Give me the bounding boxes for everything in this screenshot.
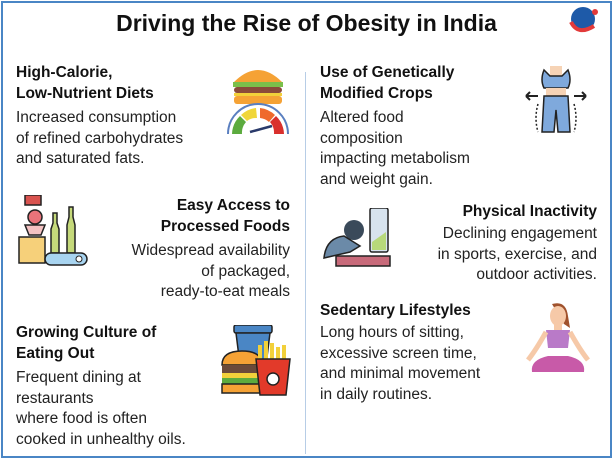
section-heading: High-Calorie, Low-Nutrient Diets bbox=[16, 62, 226, 104]
section-body: Long hours of sitting, excessive screen t… bbox=[320, 323, 530, 405]
body-line: excessive screen time, bbox=[320, 344, 477, 362]
body-line: Long hours of sitting, bbox=[320, 324, 464, 341]
body-line: Frequent dining at bbox=[16, 369, 141, 386]
waist-measure-icon bbox=[524, 66, 588, 139]
body-line: composition bbox=[320, 129, 403, 147]
section-heading: Easy Access to Processed Foods bbox=[80, 195, 290, 237]
heading-line: Easy Access to bbox=[176, 197, 290, 214]
body-line: Declining engagement bbox=[442, 225, 597, 242]
section-heading: Sedentary Lifestyles bbox=[320, 302, 471, 319]
body-line: and weight gain. bbox=[320, 170, 433, 188]
heading-line: Modified Crops bbox=[320, 85, 433, 102]
column-divider bbox=[305, 72, 306, 454]
body-line: Altered food bbox=[320, 109, 404, 126]
food-factory-icon bbox=[15, 194, 89, 272]
section-body: Frequent dining at restaurants where food … bbox=[16, 368, 226, 450]
section-body: Altered food composition impacting metabol… bbox=[320, 108, 520, 190]
section-sedentary-lifestyles: Sedentary Lifestyles Long hours of sitti… bbox=[320, 300, 530, 405]
section-heading: Growing Culture of Eating Out bbox=[16, 322, 226, 364]
body-line: in daily routines. bbox=[320, 385, 433, 403]
body-line: and minimal movement bbox=[320, 365, 481, 382]
section-body: Increased consumption of refined carbohyd… bbox=[16, 108, 226, 170]
body-line: ready-to-eat meals bbox=[160, 283, 290, 300]
burger-calorie-meter-icon bbox=[222, 62, 294, 143]
body-line: where food is often bbox=[16, 410, 147, 427]
body-line: in sports, exercise, and bbox=[437, 245, 597, 263]
section-eating-out: Growing Culture of Eating Out Frequent di… bbox=[16, 322, 226, 450]
section-body: Declining engagement in sports, exercise,… bbox=[400, 224, 597, 286]
section-heading: Use of Genetically Modified Crops bbox=[320, 62, 520, 104]
section-high-calorie-diets: High-Calorie, Low-Nutrient Diets Increase… bbox=[16, 62, 226, 170]
heading-line: High-Calorie, bbox=[16, 64, 113, 81]
brand-logo-icon bbox=[566, 4, 606, 41]
section-body: Widespread availability of packaged, ready… bbox=[80, 241, 290, 303]
page-title: Driving the Rise of Obesity in India bbox=[116, 10, 497, 36]
body-line: and saturated fats. bbox=[16, 150, 145, 167]
body-line: Increased consumption bbox=[16, 109, 177, 126]
body-line: outdoor activities. bbox=[476, 266, 597, 283]
body-line: cooked in unhealthy oils. bbox=[16, 430, 186, 448]
section-physical-inactivity: Physical Inactivity Declining engagement… bbox=[400, 201, 597, 286]
section-heading: Physical Inactivity bbox=[462, 203, 597, 220]
heading-line: Eating Out bbox=[16, 345, 95, 362]
heading-line: Growing Culture of bbox=[16, 324, 157, 341]
body-line: of refined carbohydrates bbox=[16, 129, 184, 147]
body-line: Widespread availability bbox=[131, 242, 290, 259]
section-processed-foods: Easy Access to Processed Foods Widespread… bbox=[80, 195, 290, 303]
section-gm-crops: Use of Genetically Modified Crops Altered… bbox=[320, 62, 520, 190]
fast-food-icon bbox=[220, 324, 292, 402]
heading-line: Low-Nutrient Diets bbox=[16, 85, 154, 102]
heading-line: Use of Genetically bbox=[320, 64, 455, 81]
body-line: of packaged, bbox=[201, 262, 290, 280]
body-line: restaurants bbox=[16, 389, 94, 407]
heading-line: Processed Foods bbox=[160, 218, 290, 235]
body-line: impacting metabolism bbox=[320, 150, 470, 167]
meditation-icon bbox=[526, 302, 590, 381]
tired-person-battery-icon bbox=[320, 207, 392, 273]
